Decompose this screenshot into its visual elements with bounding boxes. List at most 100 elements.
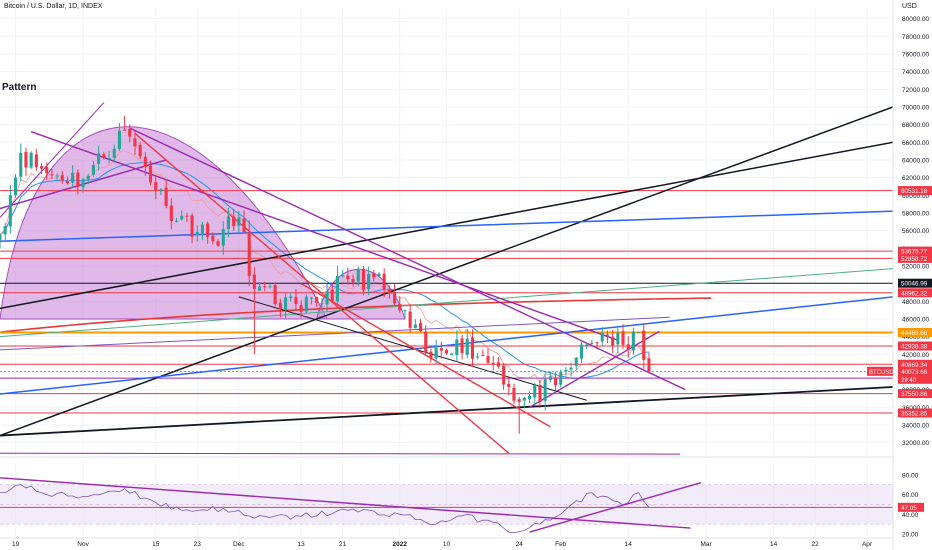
time-tick-label: Mar [700, 541, 712, 548]
candle-body [383, 274, 386, 290]
candle-body [403, 310, 406, 311]
candle-body [622, 331, 625, 345]
candle-body [590, 343, 593, 344]
candle-body [523, 398, 526, 401]
candle-body [133, 138, 136, 146]
candle-body [253, 275, 256, 289]
time-tick-label: Feb [555, 541, 567, 548]
candle-body [56, 176, 59, 177]
candle-body [388, 290, 391, 293]
time-tick-label: Dec [233, 541, 245, 548]
time-tick-label: 14 [770, 541, 778, 548]
candle-body [367, 274, 370, 289]
candle-body [170, 206, 173, 221]
time-tick-label: 15 [152, 541, 160, 548]
candle-body [580, 345, 583, 359]
candle-body [35, 154, 38, 167]
price-level-label: 37550.86 [901, 391, 928, 398]
candle-body [66, 181, 69, 183]
candle-body [185, 216, 188, 217]
candle-body [549, 376, 552, 380]
candle-body [528, 396, 531, 399]
price-level-label: 42938.38 [901, 344, 928, 351]
candle-body [533, 385, 536, 397]
candle-body [232, 217, 235, 226]
candle-body [108, 158, 111, 159]
candle-body [289, 297, 292, 299]
candle-body [357, 270, 360, 282]
candle-body [123, 130, 126, 131]
candle-body [310, 298, 313, 299]
candle-body [165, 188, 168, 206]
candle-body [476, 356, 479, 357]
currency-label: USD [902, 3, 917, 10]
candle-body [102, 154, 105, 157]
candle-body [118, 131, 121, 149]
candle-body [279, 303, 282, 310]
rsi-tick-label: 20.00 [902, 532, 919, 539]
candle-body [507, 384, 510, 387]
candle-body [326, 291, 329, 304]
candle-body [596, 342, 599, 343]
candle-body [585, 345, 588, 346]
candle-body [87, 176, 90, 180]
candle-body [429, 352, 432, 359]
candle-body [217, 241, 220, 246]
candle-body [24, 152, 27, 167]
candle-body [575, 358, 578, 366]
time-tick-label: 21 [339, 541, 347, 548]
candle-body [274, 285, 277, 304]
candle-body [606, 335, 609, 336]
time-tick-label: 2022 [393, 541, 408, 548]
candle-body [424, 332, 427, 353]
candle-body [352, 279, 355, 282]
price-tick-label: 52000.00 [902, 263, 929, 270]
candle-body [455, 339, 458, 355]
candle-body [611, 337, 614, 346]
candle-body [268, 286, 271, 287]
price-level-label: 50046.99 [901, 281, 928, 288]
candle-body [196, 232, 199, 235]
rsi-tick-label: 60.00 [902, 492, 919, 499]
candle-body [175, 221, 178, 222]
candle-body [372, 273, 375, 277]
candle-body [82, 179, 85, 187]
price-tick-label: 72000.00 [902, 87, 929, 94]
candle-body [284, 297, 287, 310]
time-tick-label: 19 [12, 541, 20, 548]
candle-body [512, 388, 515, 401]
candle-body [76, 173, 79, 187]
price-tick-label: 56000.00 [902, 228, 929, 235]
candle-body [19, 153, 22, 177]
price-tick-label: 66000.00 [902, 140, 929, 147]
candle-body [320, 303, 323, 304]
price-tick-label: 74000.00 [902, 69, 929, 76]
candle-body [497, 362, 500, 366]
time-tick-label: Apr [862, 541, 873, 548]
candle-body [642, 331, 645, 360]
candle-body [45, 167, 48, 173]
candle-body [518, 399, 521, 402]
time-tick-label: 14 [625, 541, 633, 548]
candle-body [128, 129, 131, 137]
candle-body [570, 368, 573, 370]
candle-body [647, 358, 650, 371]
candle-body [331, 290, 334, 301]
candle-body [315, 297, 318, 303]
candle-body [544, 379, 547, 401]
price-tick-label: 42000.00 [902, 352, 929, 359]
candle-body [471, 338, 474, 359]
price-tick-label: 70000.00 [902, 104, 929, 111]
candle-body [237, 217, 240, 225]
time-tick-label: 22 [812, 541, 820, 548]
candle-body [4, 226, 7, 234]
candle-body [637, 332, 640, 333]
candle-body [538, 385, 541, 402]
rsi-tick-label: 80.00 [902, 472, 919, 479]
candle-body [487, 356, 490, 363]
candle-body [502, 366, 505, 385]
candle-body [149, 166, 152, 182]
candle-body [300, 305, 303, 312]
candle-body [559, 372, 562, 385]
